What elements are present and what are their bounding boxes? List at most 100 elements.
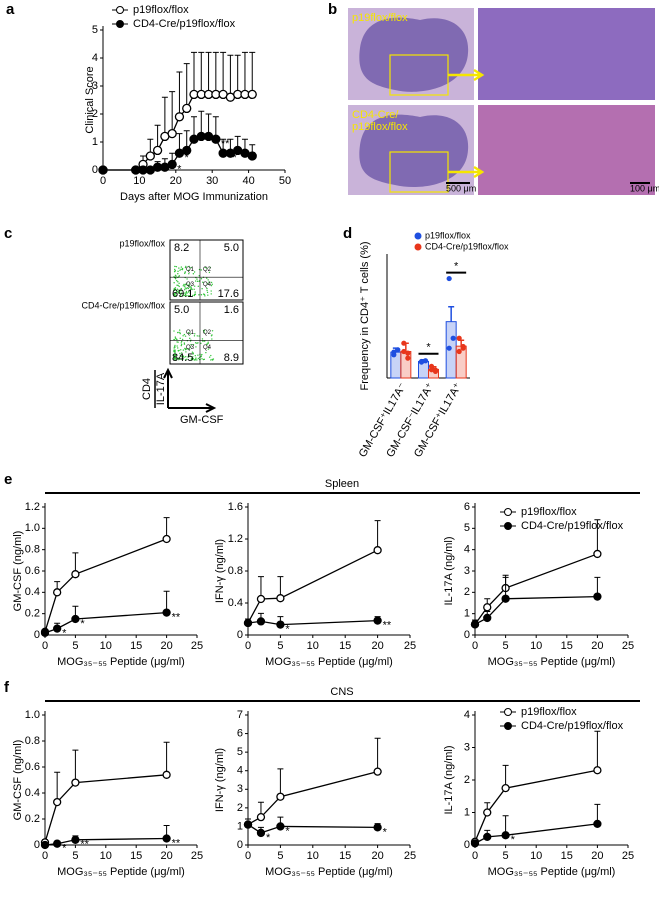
flow-event <box>211 283 213 286</box>
flow-event <box>177 291 179 293</box>
flow-event <box>183 283 185 286</box>
flow-event <box>194 291 196 293</box>
flow-event <box>196 335 198 337</box>
panel-letter: d <box>343 225 352 242</box>
data-point <box>593 592 602 601</box>
y-tick-label: 0.4 <box>228 597 243 609</box>
flow-event <box>183 285 186 287</box>
flow-event <box>206 283 209 285</box>
flow-event <box>209 266 211 269</box>
flow-event <box>190 286 192 288</box>
data-point <box>593 766 602 775</box>
flow-event <box>186 287 188 289</box>
flow-event <box>175 279 178 282</box>
data-point <box>373 546 382 555</box>
significance-mark: * <box>383 826 388 838</box>
significance-mark: * <box>177 163 182 175</box>
significance-mark: ** <box>80 839 89 851</box>
row-label: CD4-Cre/ <box>352 109 399 121</box>
data-point <box>71 614 80 624</box>
flow-event <box>203 293 205 295</box>
flow-event <box>207 342 209 345</box>
flow-event <box>184 271 186 273</box>
legend-label: p19flox/flox <box>521 706 577 718</box>
data-point <box>243 618 253 628</box>
flow-event <box>174 292 176 295</box>
data-point <box>256 812 266 822</box>
flow-event <box>178 358 181 360</box>
flow-event <box>204 266 207 269</box>
flow-event <box>179 293 182 296</box>
replicate-point <box>460 343 466 350</box>
y-tick-label: 2 <box>92 108 98 120</box>
flow-event <box>177 284 179 287</box>
legend-label: CD4-Cre/p19flox/flox <box>133 18 236 30</box>
y-tick-label: 3 <box>92 80 98 92</box>
x-tick-label: 0 <box>42 850 48 862</box>
flow-event <box>187 284 190 286</box>
flow-event <box>201 353 203 356</box>
flow-event <box>210 281 213 284</box>
significance-mark: * <box>184 152 189 164</box>
flow-event <box>173 345 176 348</box>
flow-event <box>179 331 181 334</box>
flow-event <box>177 347 179 349</box>
flow-event <box>194 293 197 295</box>
flow-event <box>174 265 176 268</box>
flow-event <box>198 275 200 277</box>
x-tick-label: 10 <box>307 850 319 862</box>
flow-event <box>194 359 196 361</box>
flow-event <box>181 356 183 358</box>
data-point <box>211 134 221 144</box>
data-point <box>470 620 480 629</box>
y-tick-label: 4 <box>237 765 243 777</box>
flow-event <box>202 358 205 361</box>
series-line <box>247 549 378 624</box>
data-point <box>593 549 602 559</box>
flow-event <box>176 290 178 293</box>
y-tick-label: 0 <box>92 164 98 176</box>
flow-event <box>210 293 212 295</box>
data-point <box>501 831 510 840</box>
y-axis-label: IFN-γ (ng/ml) <box>214 539 226 603</box>
y-tick-label: 0 <box>34 629 40 641</box>
flow-event <box>189 346 192 348</box>
micrograph-zoom <box>478 105 655 195</box>
flow-event <box>193 288 195 291</box>
series-line <box>44 837 167 846</box>
x-tick-label: 10 <box>133 175 145 187</box>
x-tick-label: 15 <box>130 850 142 862</box>
y-tick-label: 0 <box>237 629 243 641</box>
error-bar <box>249 51 256 95</box>
flow-event <box>183 333 186 336</box>
flow-event <box>184 335 187 337</box>
flow-event <box>189 355 191 357</box>
replicate-point <box>428 367 435 373</box>
flow-event <box>179 337 181 339</box>
flow-event <box>208 271 211 274</box>
flow-event <box>190 359 192 361</box>
flow-event <box>190 266 192 269</box>
flow-event <box>186 278 188 280</box>
y-tick-label: 1 <box>464 608 470 620</box>
error-bar <box>72 749 79 783</box>
flow-event <box>182 292 185 294</box>
flow-event <box>180 292 182 294</box>
flow-event <box>207 279 209 281</box>
flow-event <box>178 289 180 292</box>
flow-event <box>184 293 187 296</box>
significance-mark: * <box>285 825 290 837</box>
quadrant-value: 5.0 <box>174 304 189 316</box>
significance-mark: * <box>62 628 67 640</box>
flow-event <box>173 268 176 271</box>
error-bar <box>277 768 284 797</box>
x-tick-label: 25 <box>191 640 203 652</box>
quadrant-value: 8.9 <box>224 352 239 364</box>
legend-label: p19flox/flox <box>521 506 577 518</box>
series-line <box>247 619 378 626</box>
flow-event <box>184 294 186 297</box>
quadrant-value: 8.2 <box>174 242 189 254</box>
replicate-point <box>446 275 452 282</box>
data-point <box>243 820 253 829</box>
